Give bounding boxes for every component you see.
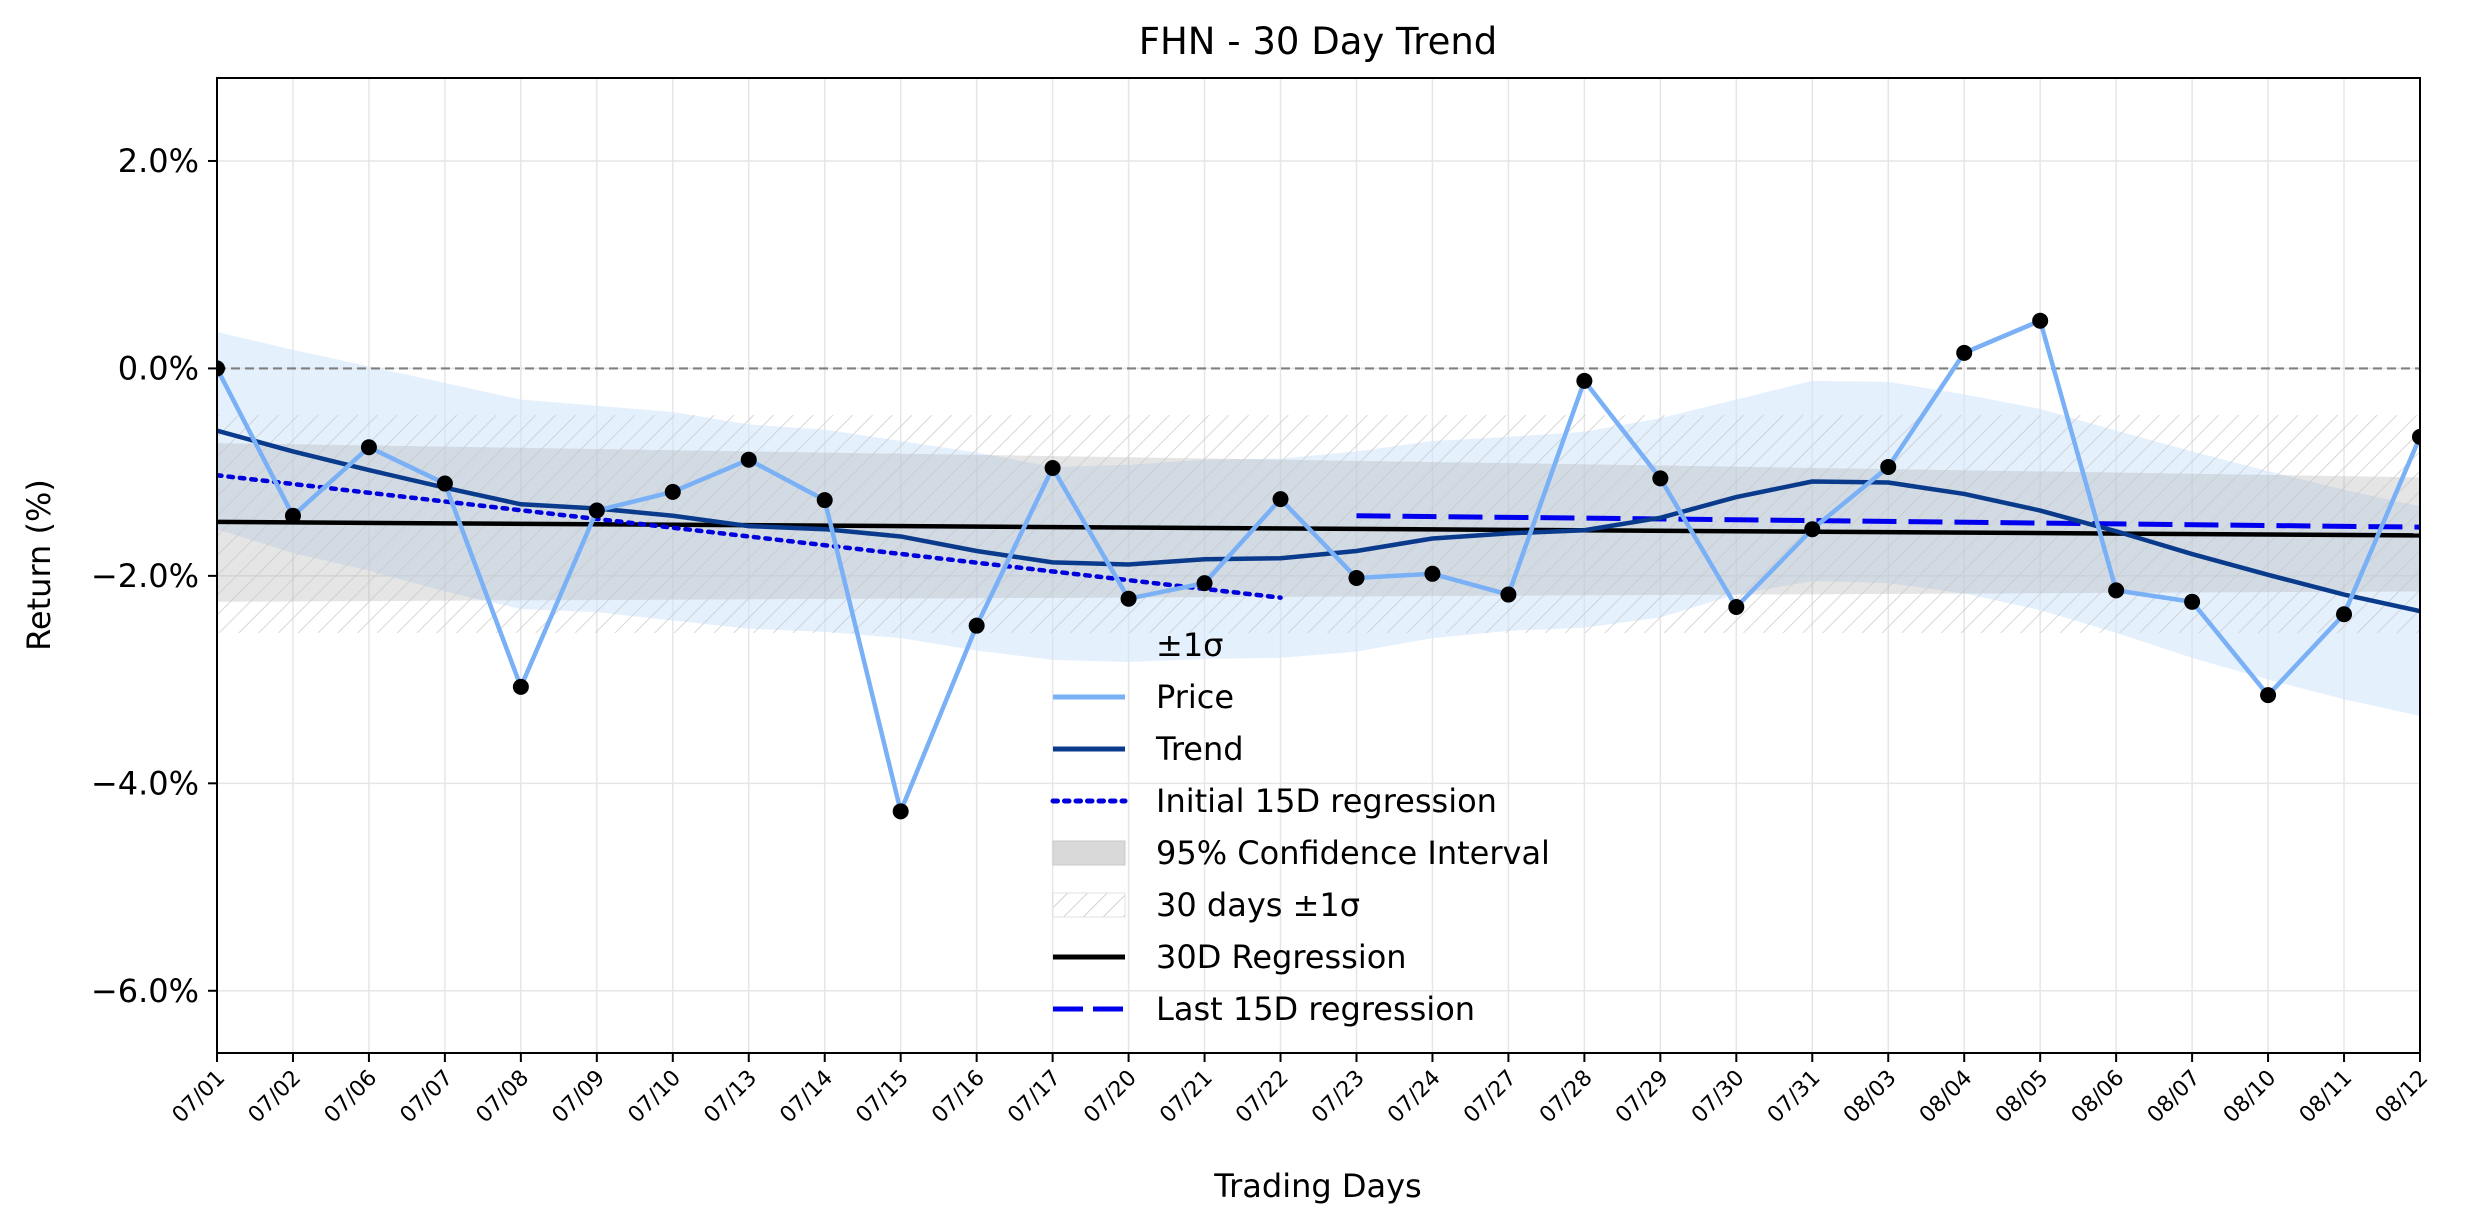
y-axis-label: Return (%) — [20, 479, 58, 651]
x-tick-label: 08/03 — [1839, 1066, 1902, 1129]
legend: ±1σ Price Trend Initial 15D regression 95% C… — [1050, 626, 1550, 1028]
price-point — [816, 492, 833, 509]
price-point — [1044, 460, 1061, 476]
price-point — [284, 507, 301, 524]
x-tick-label: 07/08 — [472, 1066, 535, 1129]
y-tick-label: −2.0% — [91, 557, 199, 595]
plot-frame — [216, 77, 2421, 1054]
trend-line — [217, 428, 2420, 614]
price-point — [2184, 593, 2201, 610]
x-tick-label: 08/05 — [1991, 1066, 2054, 1129]
price-point — [2412, 428, 2420, 445]
price-point — [512, 678, 529, 695]
price-line — [217, 318, 2420, 814]
legend-label: Last 15D regression — [1156, 990, 1475, 1028]
x-tick-label: 07/14 — [775, 1066, 838, 1129]
price-point — [1348, 569, 1365, 586]
x-tick-label: 07/28 — [1535, 1066, 1598, 1129]
legend-handle — [1052, 840, 1126, 866]
price-point — [588, 502, 605, 519]
price-point — [1576, 372, 1593, 389]
last-15d-regression-line — [1356, 513, 2420, 530]
price-point — [892, 803, 909, 820]
price-point — [2260, 687, 2277, 704]
x-tick-label: 07/07 — [396, 1066, 459, 1129]
price-point — [1120, 590, 1137, 607]
y-tick-label: 2.0% — [118, 142, 199, 180]
x-tick-label: 07/06 — [320, 1066, 383, 1129]
x-tick-label: 07/31 — [1763, 1066, 1826, 1129]
y-axis-ticks: 2.0% 0.0% −2.0% −4.0% −6.0% — [91, 142, 217, 1010]
legend-label: Initial 15D regression — [1156, 782, 1497, 820]
legend-label: ±1σ — [1156, 626, 1223, 664]
chart-title: FHN - 30 Day Trend — [1139, 20, 1498, 63]
legend-label: Price — [1156, 678, 1234, 716]
price-point — [360, 439, 377, 456]
y-tick-label: −4.0% — [91, 764, 199, 802]
legend-handle — [1052, 892, 1126, 918]
price-point — [2032, 312, 2049, 329]
price-point — [664, 483, 681, 500]
price-point — [1652, 470, 1669, 487]
x-tick-label: 08/06 — [2067, 1066, 2130, 1129]
x-tick-label: 07/15 — [851, 1066, 914, 1129]
price-point — [2108, 582, 2125, 599]
price-point — [968, 617, 985, 634]
y-tick-label: 0.0% — [118, 349, 199, 387]
plot-area — [217, 312, 2420, 820]
price-point — [436, 475, 453, 492]
x-tick-label: 08/07 — [2143, 1066, 2206, 1129]
x-tick-label: 07/24 — [1383, 1066, 1446, 1129]
x-axis-label: Trading Days — [1213, 1167, 1421, 1205]
legend-label: Trend — [1155, 730, 1244, 768]
legend-label: 30D Regression — [1156, 938, 1407, 976]
price-point — [1424, 565, 1441, 582]
price-point — [1196, 575, 1213, 592]
regression-30d-line — [217, 519, 2420, 538]
x-tick-label: 07/29 — [1611, 1066, 1674, 1129]
x-tick-label: 07/09 — [548, 1066, 611, 1129]
x-tick-label: 07/22 — [1231, 1066, 1294, 1129]
x-tick-label: 07/17 — [1003, 1066, 1066, 1129]
x-tick-label: 07/30 — [1687, 1066, 1750, 1129]
x-tick-label: 07/02 — [244, 1066, 307, 1129]
price-point — [1728, 598, 1745, 615]
price-point — [1804, 521, 1821, 538]
x-tick-label: 07/16 — [927, 1066, 990, 1129]
price-point — [217, 360, 225, 377]
x-tick-label: 08/04 — [1915, 1066, 1978, 1129]
initial-15d-regression-line — [217, 473, 1283, 600]
price-point — [740, 451, 757, 468]
price-point — [1956, 344, 1973, 361]
price-point — [2336, 606, 2353, 623]
legend-label: 30 days ±1σ — [1156, 886, 1360, 924]
x-tick-label: 07/27 — [1459, 1066, 1522, 1129]
price-point — [1272, 491, 1289, 508]
price-point — [1880, 458, 1897, 475]
x-tick-label: 08/10 — [2219, 1066, 2282, 1129]
x-tick-label: 07/13 — [699, 1066, 762, 1129]
x-tick-label: 07/10 — [624, 1066, 687, 1129]
y-tick-label: −6.0% — [91, 972, 199, 1010]
x-axis-ticks: 07/01 07/02 07/06 07/07 07/08 07/09 07/10 07/13… — [168, 1053, 2434, 1129]
x-tick-label: 07/01 — [168, 1066, 231, 1129]
x-tick-label: 07/23 — [1307, 1066, 1370, 1129]
x-tick-label: 07/20 — [1079, 1066, 1142, 1129]
legend-label: 95% Confidence Interval — [1156, 834, 1550, 872]
x-tick-label: 07/21 — [1155, 1066, 1218, 1129]
x-tick-label: 08/12 — [2371, 1066, 2434, 1129]
x-tick-label: 08/11 — [2295, 1066, 2358, 1129]
price-point — [1500, 586, 1517, 603]
